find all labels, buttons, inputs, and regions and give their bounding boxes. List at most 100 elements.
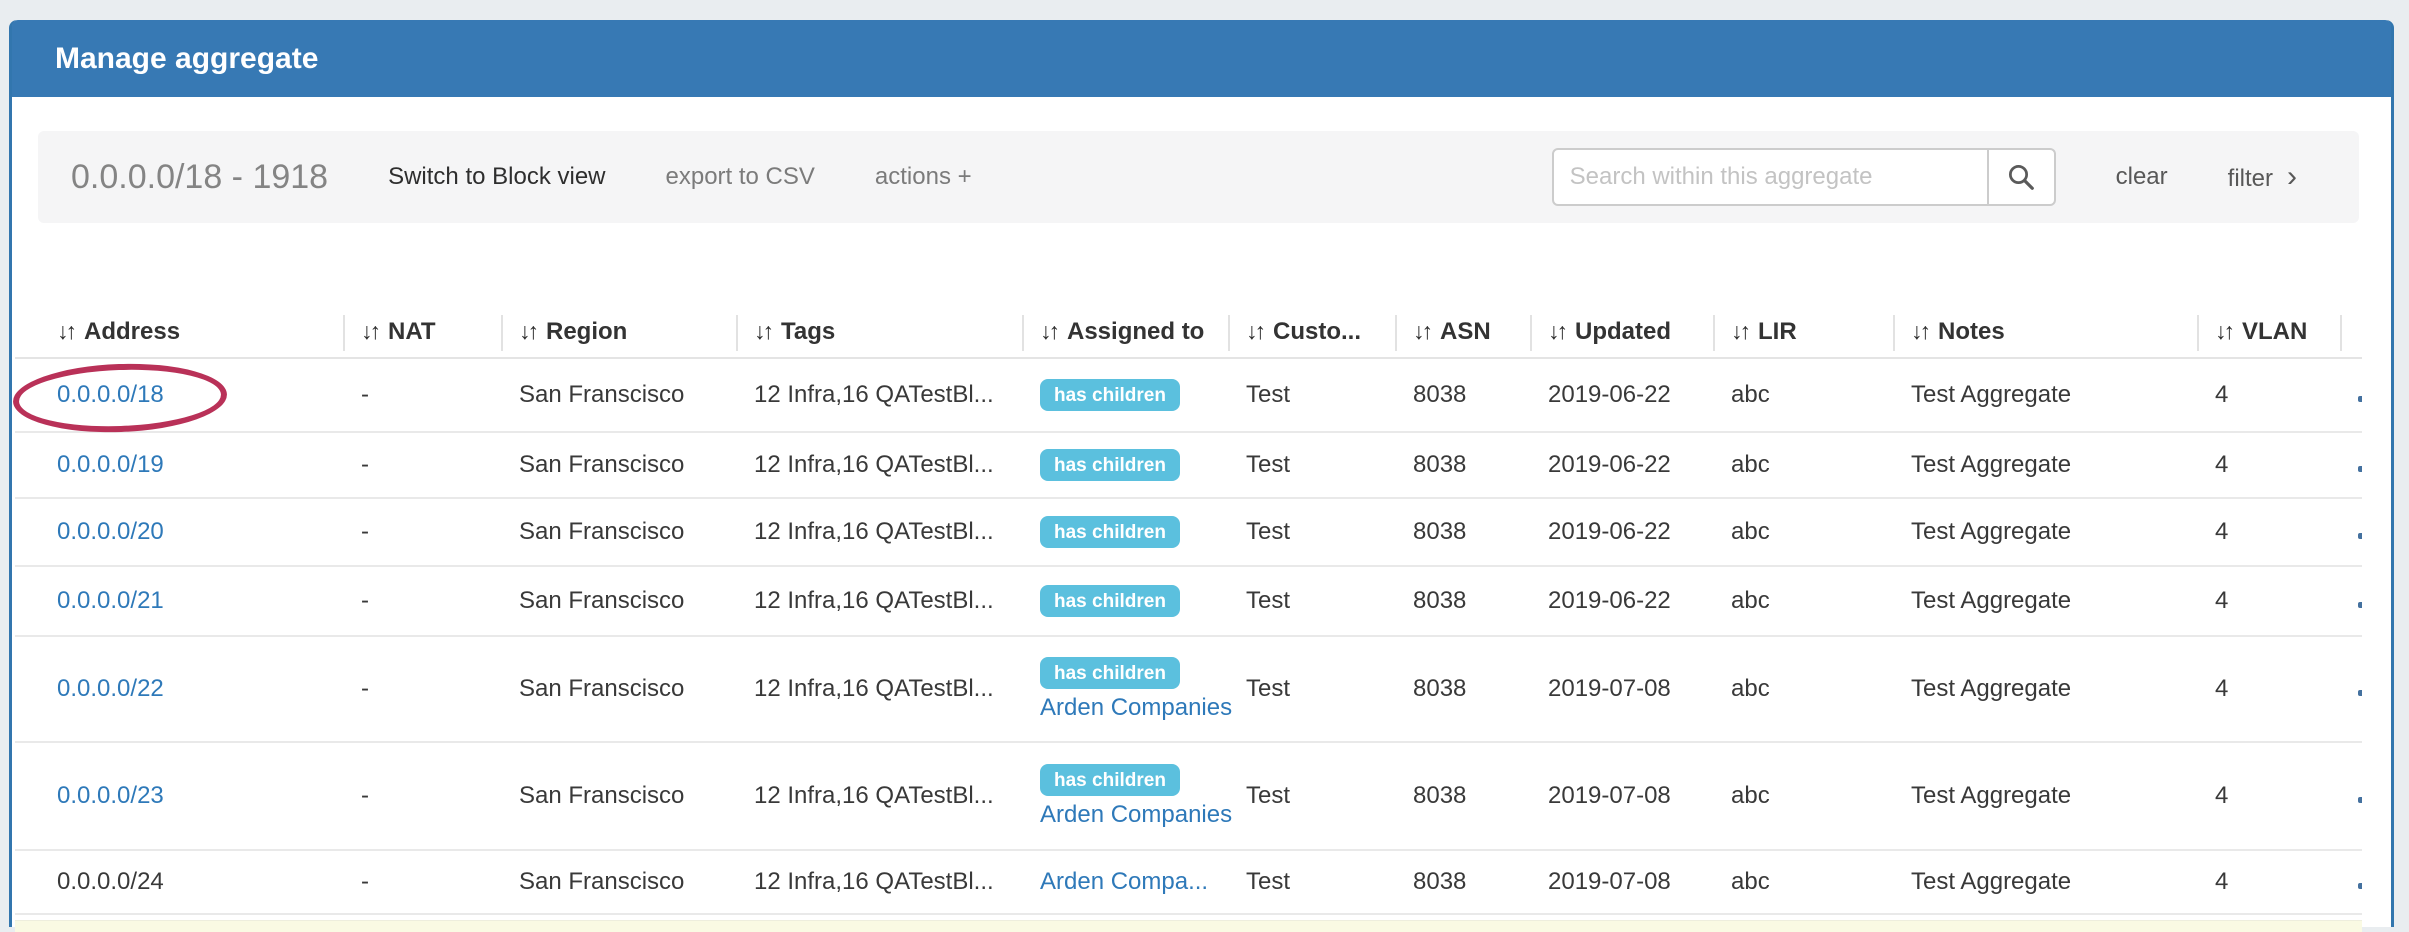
vlan-cell: 4	[2215, 675, 2229, 702]
highlighted-next-row-partial	[15, 920, 2362, 932]
column-header-nat[interactable]: ↓↑ NAT	[343, 307, 501, 358]
vlan-cell: 4	[2215, 587, 2229, 614]
chevron-right-icon: ›	[2287, 160, 2297, 193]
sort-icon: ↓↑	[519, 318, 539, 344]
region-cell: San Franscisco	[519, 675, 685, 702]
address-link[interactable]: 0.0.0.0/18	[57, 381, 164, 408]
table-row: 0.0.0.0/23 - San Franscisco 12 Infra,16 …	[15, 742, 2362, 850]
filter-label: filter	[2227, 165, 2273, 192]
asn-cell: 8038	[1413, 782, 1467, 809]
address-link[interactable]: 0.0.0.0/22	[57, 675, 164, 702]
table-row: 0.0.0.0/21 - San Franscisco 12 Infra,16 …	[15, 566, 2362, 636]
address-link[interactable]: 0.0.0.0/21	[57, 587, 164, 614]
lir-cell: abc	[1731, 868, 1770, 895]
notes-cell: Test Aggregate	[1911, 587, 2072, 614]
nat-cell: -	[361, 782, 369, 809]
has-children-badge: has children	[1040, 516, 1180, 548]
table-row: 0.0.0.0/18 - San Franscisco 12 Infra,16 …	[15, 358, 2362, 432]
lir-cell: abc	[1731, 451, 1770, 478]
column-header-assigned-to[interactable]: ↓↑ Assigned to	[1022, 307, 1228, 358]
region-cell: San Franscisco	[519, 381, 685, 408]
clipped-link-fragment	[2358, 690, 2362, 696]
sort-icon: ↓↑	[1911, 318, 1931, 344]
sort-icon: ↓↑	[57, 318, 77, 344]
notes-cell: Test Aggregate	[1911, 675, 2072, 702]
switch-to-block-view-link[interactable]: Switch to Block view	[388, 163, 606, 190]
sort-icon: ↓↑	[1246, 318, 1266, 344]
table-row: 0.0.0.0/24 - San Franscisco 12 Infra,16 …	[15, 850, 2362, 914]
search-icon	[2009, 165, 2034, 190]
vlan-cell: 4	[2215, 381, 2229, 408]
updated-cell: 2019-06-22	[1548, 381, 1671, 408]
vlan-cell: 4	[2215, 451, 2229, 478]
asn-cell: 8038	[1413, 381, 1467, 408]
tags-cell: 12 Infra,16 QATestBl...	[754, 675, 994, 702]
asn-cell: 8038	[1413, 587, 1467, 614]
notes-cell: Test Aggregate	[1911, 518, 2072, 545]
address-link[interactable]: 0.0.0.0/20	[57, 518, 164, 545]
region-cell: San Franscisco	[519, 868, 685, 895]
assigned-to-link[interactable]: Arden Compa...	[1040, 868, 1209, 895]
nat-cell: -	[361, 451, 369, 478]
clipped-link-fragment	[2358, 396, 2362, 402]
customer-cell: Test	[1246, 381, 1291, 408]
table-row: 0.0.0.0/22 - San Franscisco 12 Infra,16 …	[15, 636, 2362, 742]
notes-cell: Test Aggregate	[1911, 868, 2072, 895]
clipped-link-fragment	[2358, 466, 2362, 472]
actions-menu-button[interactable]: actions +	[874, 163, 972, 190]
has-children-badge: has children	[1040, 585, 1180, 617]
notes-cell: Test Aggregate	[1911, 381, 2072, 408]
tags-cell: 12 Infra,16 QATestBl...	[754, 587, 994, 614]
has-children-badge: has children	[1040, 763, 1180, 796]
asn-cell: 8038	[1413, 451, 1467, 478]
column-header-address[interactable]: ↓↑ Address	[57, 318, 181, 345]
asn-cell: 8038	[1413, 868, 1467, 895]
lir-cell: abc	[1731, 518, 1770, 545]
customer-cell: Test	[1246, 675, 1291, 702]
sort-icon: ↓↑	[1040, 318, 1060, 344]
toolbar: 0.0.0.0/18 - 1918 Switch to Block view e…	[38, 131, 2359, 223]
search-button[interactable]	[1987, 148, 2056, 206]
updated-cell: 2019-07-08	[1548, 675, 1671, 702]
sort-icon: ↓↑	[361, 318, 381, 344]
column-header-region[interactable]: ↓↑ Region	[501, 307, 736, 358]
export-to-csv-link[interactable]: export to CSV	[665, 163, 815, 190]
clipped-link-fragment	[2358, 602, 2362, 608]
sort-icon: ↓↑	[754, 318, 774, 344]
column-header-asn[interactable]: ↓↑ ASN	[1395, 307, 1530, 358]
panel-header: Manage aggregate	[12, 20, 2391, 97]
asn-cell: 8038	[1413, 518, 1467, 545]
region-cell: San Franscisco	[519, 451, 685, 478]
column-header-vlan[interactable]: ↓↑ VLAN	[2197, 307, 2340, 358]
region-cell: San Franscisco	[519, 587, 685, 614]
column-header-lir[interactable]: ↓↑ LIR	[1713, 307, 1893, 358]
sort-icon: ↓↑	[1548, 318, 1568, 344]
tags-cell: 12 Infra,16 QATestBl...	[754, 451, 994, 478]
clear-search-link[interactable]: clear	[2115, 163, 2168, 190]
address-link[interactable]: 0.0.0.0/23	[57, 782, 164, 809]
table-row: 0.0.0.0/20 - San Franscisco 12 Infra,16 …	[15, 498, 2362, 566]
column-header-customer[interactable]: ↓↑ Custo...	[1228, 307, 1395, 358]
column-header-tags[interactable]: ↓↑ Tags	[736, 307, 1022, 358]
updated-cell: 2019-07-08	[1548, 868, 1671, 895]
filter-link[interactable]: filter ›	[2228, 160, 2297, 194]
column-header-updated[interactable]: ↓↑ Updated	[1530, 307, 1713, 358]
updated-cell: 2019-06-22	[1548, 451, 1671, 478]
table-row: 0.0.0.0/19 - San Franscisco 12 Infra,16 …	[15, 432, 2362, 498]
aggregate-table: ↓↑ Address ↓↑ NAT ↓↑ Region ↓↑ Tags ↓↑ Assign…	[15, 307, 2362, 915]
notes-cell: Test Aggregate	[1911, 451, 2072, 478]
clipped-link-fragment	[2358, 797, 2362, 803]
aggregate-label: 0.0.0.0/18 - 1918	[71, 157, 329, 196]
search-input[interactable]	[1551, 148, 1988, 206]
assigned-to-link[interactable]: Arden Companies	[1040, 800, 1233, 828]
search-group	[1551, 148, 2056, 206]
nat-cell: -	[361, 587, 369, 614]
updated-cell: 2019-06-22	[1548, 518, 1671, 545]
has-children-badge: has children	[1040, 656, 1180, 689]
region-cell: San Franscisco	[519, 518, 685, 545]
column-header-notes[interactable]: ↓↑ Notes	[1893, 307, 2197, 358]
assigned-to-link[interactable]: Arden Companies	[1040, 693, 1233, 721]
updated-cell: 2019-07-08	[1548, 782, 1671, 809]
address-link[interactable]: 0.0.0.0/19	[57, 451, 164, 478]
updated-cell: 2019-06-22	[1548, 587, 1671, 614]
